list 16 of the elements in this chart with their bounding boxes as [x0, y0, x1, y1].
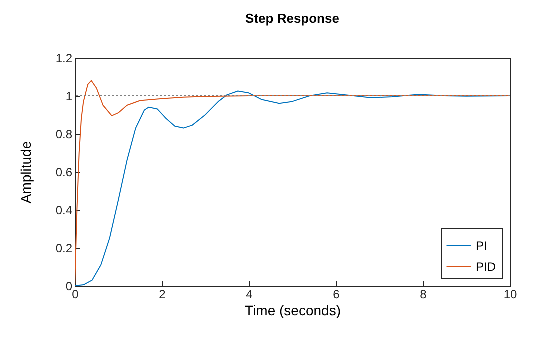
x-tick-label: 10: [504, 288, 518, 302]
x-tick-label: 4: [246, 288, 254, 302]
legend-label: PID: [476, 260, 496, 274]
y-tick-label: 1: [66, 90, 73, 104]
x-axis-title: Time (seconds): [245, 302, 341, 318]
legend-label: PI: [476, 239, 488, 253]
y-tick-label: 0.8: [56, 128, 73, 142]
y-tick-label: 0.6: [56, 166, 73, 180]
x-tick-label: 2: [159, 288, 166, 302]
y-axis-title: Amplitude: [18, 141, 34, 204]
x-tick-label: 6: [333, 288, 340, 302]
x-tick-label: 8: [420, 288, 428, 302]
y-tick-label: 1.2: [56, 52, 73, 66]
y-tick-label: 0.4: [56, 204, 73, 218]
y-tick-label: 0.2: [56, 242, 73, 256]
chart-title: Step Response: [246, 11, 340, 26]
